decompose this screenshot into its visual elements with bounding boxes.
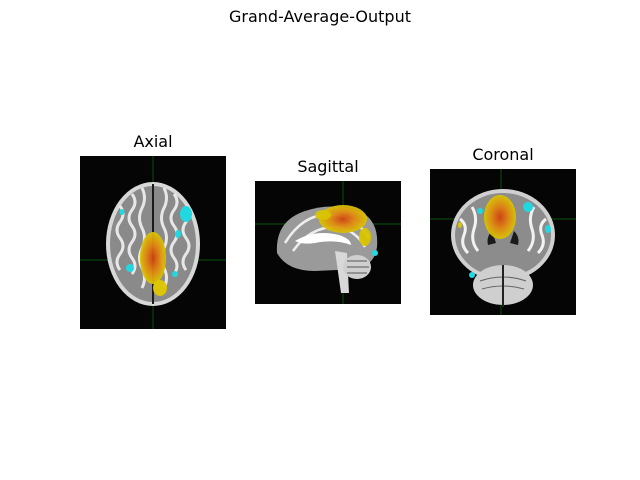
- sagittal-brain-render: [255, 181, 401, 304]
- activation-blob: [319, 205, 367, 233]
- negative-activation: [180, 206, 192, 222]
- activation-blob: [140, 232, 166, 284]
- activation-blob: [484, 195, 516, 239]
- sagittal-title: Sagittal: [297, 157, 359, 176]
- negative-activation: [523, 202, 533, 212]
- coronal-title: Coronal: [472, 145, 534, 164]
- negative-activation: [372, 250, 378, 256]
- axial-slice-image: [80, 156, 226, 329]
- coronal-slice-image: [430, 169, 576, 315]
- axial-title: Axial: [133, 132, 173, 151]
- figure-title: Grand-Average-Output: [229, 7, 411, 26]
- coronal-brain-render: [430, 169, 576, 315]
- axial-brain-render: [80, 156, 226, 329]
- sagittal-slice-image: [255, 181, 401, 304]
